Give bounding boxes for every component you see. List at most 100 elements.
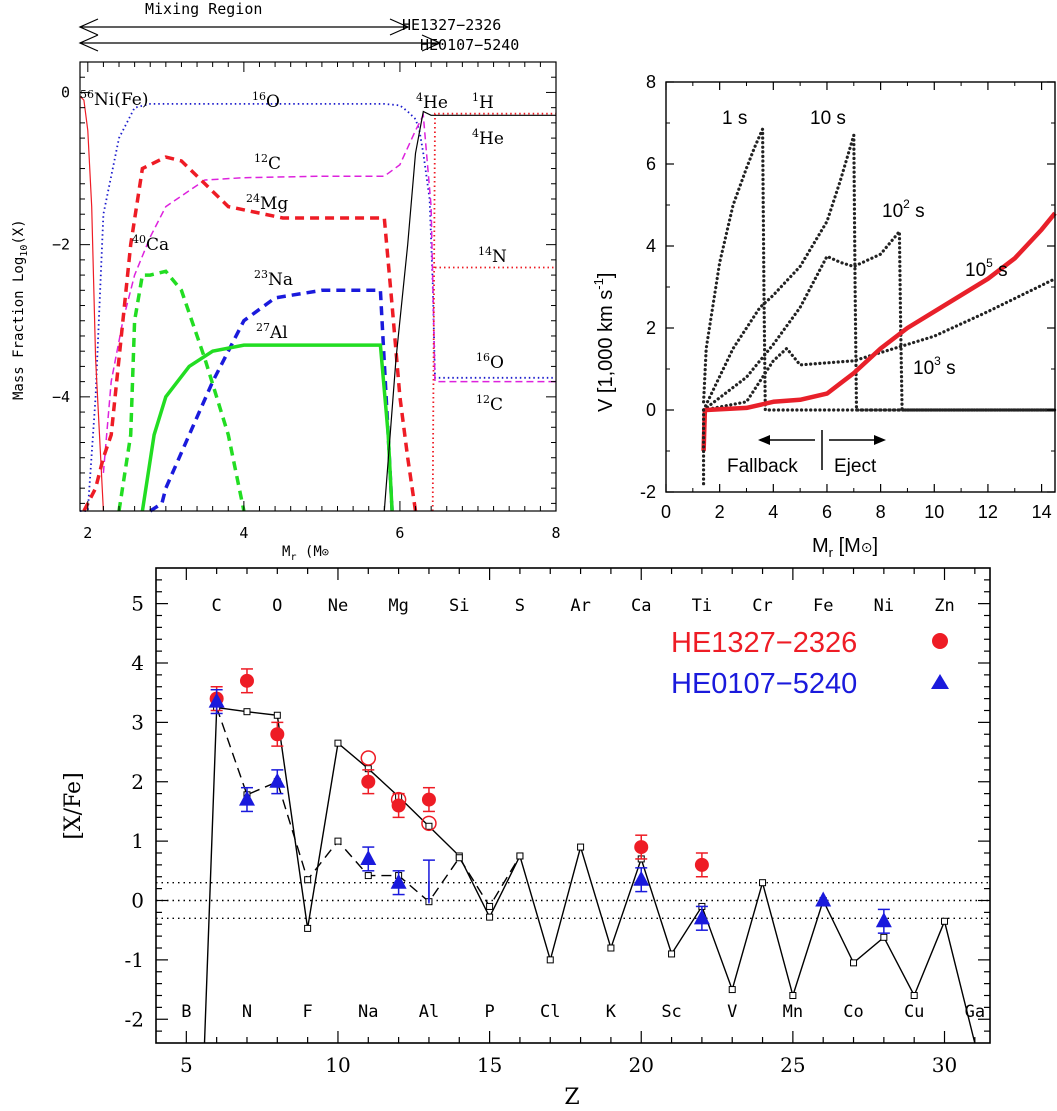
he1327-open-point	[390, 791, 407, 808]
species-label-c12-right: 12C	[476, 393, 503, 415]
model-solid-point	[789, 992, 797, 999]
element-label-mg: Mg	[388, 596, 408, 616]
y-tick-label: 6	[646, 154, 656, 174]
curve-16o	[80, 103, 556, 512]
x-tick-label: 2	[83, 524, 92, 542]
panel-c-ylabel: [X/Fe]	[61, 772, 86, 839]
he1327-point	[239, 673, 254, 688]
he1327-open-point	[421, 815, 437, 832]
y-tick-label: -2	[640, 482, 656, 502]
he1327-point	[694, 857, 709, 872]
panel-b-frame	[665, 81, 1056, 493]
x-tick-label: 30	[932, 1053, 957, 1077]
x-tick-label: 10	[924, 502, 944, 522]
he1327-point	[391, 798, 406, 813]
model-solid-point	[607, 944, 615, 952]
time-label-1e5s: 105 s	[965, 256, 1008, 281]
species-label-ca40: 40Ca	[132, 233, 169, 255]
element-label-ar: Ar	[570, 596, 590, 616]
curve-1000-s	[701, 277, 1057, 412]
he0107-point	[238, 790, 255, 806]
element-label-ca: Ca	[631, 596, 651, 616]
element-label-cr: Cr	[752, 596, 772, 616]
element-label-sc: Sc	[661, 1002, 681, 1022]
model-solid-point	[910, 992, 918, 999]
panel-a-ylabel: Mass Fraction Log10(X)	[11, 219, 30, 400]
mixing-arrow-1-left-head	[78, 18, 99, 36]
model-solid-point	[486, 913, 494, 921]
panel-a-species-labels: 56Ni(Fe) 16O 4He 1H 4He 12C 24Mg 40Ca 14…	[80, 88, 507, 415]
model-solid-point	[334, 739, 342, 747]
model-solid-point	[728, 986, 736, 994]
curve-100000-s	[701, 211, 1057, 452]
panel-b-xlabel: Mr [M⊙]	[812, 535, 878, 560]
curve-10-s	[701, 134, 1057, 412]
mixing-region-label: Mixing Region	[145, 0, 262, 18]
x-tick-label: 4	[768, 502, 778, 522]
he0107-point	[390, 873, 407, 889]
model-solid-point	[304, 924, 312, 932]
species-label-na23: 23Na	[254, 268, 293, 290]
x-tick-label: 14	[1032, 502, 1052, 522]
element-label-cu: Cu	[904, 1002, 924, 1022]
y-tick-label: −2	[52, 236, 70, 254]
y-tick-label: 2	[131, 770, 144, 794]
species-label-he4-right: 4He	[472, 127, 504, 149]
x-tick-label: 6	[395, 524, 404, 542]
mixing-arrow-1-right-head	[389, 18, 410, 36]
panel-c-content	[156, 668, 990, 1044]
element-label-mn: Mn	[783, 1002, 803, 1022]
curve-12c	[102, 112, 556, 473]
x-tick-label: 4	[239, 524, 248, 542]
star2-label-a: HE0107−5240	[420, 36, 519, 54]
species-label-he4-top: 4He	[416, 91, 448, 113]
mixing-arrow-2-left-head	[78, 34, 99, 52]
species-label-c12-top: 12C	[254, 152, 281, 174]
model-dashed-point	[364, 872, 372, 880]
species-label-h1: 1H	[472, 91, 494, 113]
panel-b-time-labels: 1 s 10 s 102 s 103 s 105 s	[722, 108, 1008, 379]
legend-he1327-marker	[932, 633, 948, 649]
y-tick-label: 2	[646, 318, 656, 338]
species-label-ni: 56Ni(Fe)	[80, 88, 149, 110]
model-solid-point	[577, 843, 585, 851]
x-tick-label: 8	[551, 524, 560, 542]
element-label-s: S	[515, 596, 525, 616]
element-label-v: V	[727, 1002, 737, 1022]
panel-a-curves	[79, 95, 556, 513]
legend-he1327-label: HE1327−2326	[671, 627, 857, 659]
curve-1h	[431, 112, 556, 512]
element-label-ti: Ti	[692, 596, 712, 616]
he0107-point	[815, 891, 832, 907]
y-tick-label: −4	[52, 388, 70, 406]
element-label-zn: Zn	[934, 596, 954, 616]
curve-1-s	[701, 128, 1057, 412]
he1327-open-point	[360, 750, 377, 766]
x-tick-label: 10	[325, 1053, 350, 1077]
element-label-f: F	[303, 1002, 313, 1022]
y-tick-label: 1	[131, 829, 144, 853]
fallback-label: Fallback	[727, 456, 798, 477]
time-label-100s: 102 s	[882, 197, 925, 222]
y-tick-label: 5	[131, 592, 144, 616]
legend-he0107-marker	[931, 674, 949, 689]
curve-27al	[140, 343, 394, 512]
y-tick-label: 4	[131, 651, 144, 675]
he1327-point	[634, 840, 649, 855]
y-tick-label: 8	[646, 72, 656, 92]
x-tick-label: 12	[978, 502, 998, 522]
y-tick-label: 0	[61, 83, 70, 101]
x-tick-label: 20	[629, 1053, 654, 1077]
element-label-co: Co	[843, 1002, 863, 1022]
model-solid-line	[203, 706, 976, 1044]
model-solid-point	[880, 933, 888, 941]
time-label-1000s: 103 s	[913, 354, 956, 379]
he0107-point	[875, 912, 892, 928]
model-dashed-point	[334, 837, 342, 845]
x-tick-label: 8	[876, 502, 886, 522]
element-label-n: N	[242, 1002, 252, 1022]
panel-c-frame	[155, 567, 991, 1044]
